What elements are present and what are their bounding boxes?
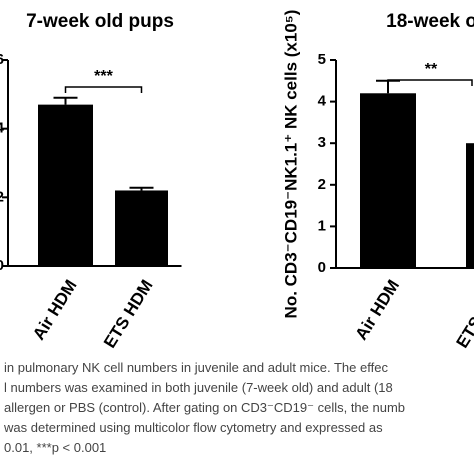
bar: [360, 93, 416, 268]
bar: [466, 143, 474, 268]
y-tick-label: 4: [318, 93, 327, 110]
x-tick-label: Air HDM: [29, 276, 81, 343]
significance-bracket: [387, 79, 473, 86]
x-tick-label: ETS HDM: [453, 276, 474, 351]
y-tick-label: 0: [0, 257, 4, 274]
bar: [115, 190, 168, 266]
chart-title: 18-week old: [386, 11, 474, 32]
y-tick-label: 3: [318, 134, 326, 151]
y-tick-label: 0: [318, 259, 326, 276]
significance-label: ***: [94, 68, 113, 85]
y-tick-label: 4: [0, 120, 5, 137]
caption-line: l numbers was examined in both juvenile …: [4, 380, 393, 395]
significance-bracket: [64, 86, 143, 93]
y-tick-label: 2: [0, 188, 4, 205]
y-tick-label: 2: [318, 176, 326, 193]
caption-line: in pulmonary NK cell numbers in juvenile…: [4, 360, 388, 375]
caption-line: allergen or PBS (control). After gating …: [4, 400, 405, 415]
x-tick-label: ETS HDM: [100, 276, 157, 351]
x-tick-label: Air HDM: [352, 276, 404, 343]
caption-line: 0.01, ***p < 0.001: [4, 440, 106, 455]
chart-title: 7-week old pups: [26, 11, 174, 32]
y-tick-label: 6: [0, 51, 4, 68]
significance-label: **: [425, 61, 438, 78]
y-tick-label: 1: [318, 217, 326, 234]
y-axis-label: No. CD3⁻CD19⁻NK1.1⁺ NK cells (x10⁵): [281, 10, 300, 319]
bar: [38, 104, 93, 266]
caption-line: was determined using multicolor flow cyt…: [3, 420, 383, 435]
y-tick-label: 5: [318, 51, 326, 68]
